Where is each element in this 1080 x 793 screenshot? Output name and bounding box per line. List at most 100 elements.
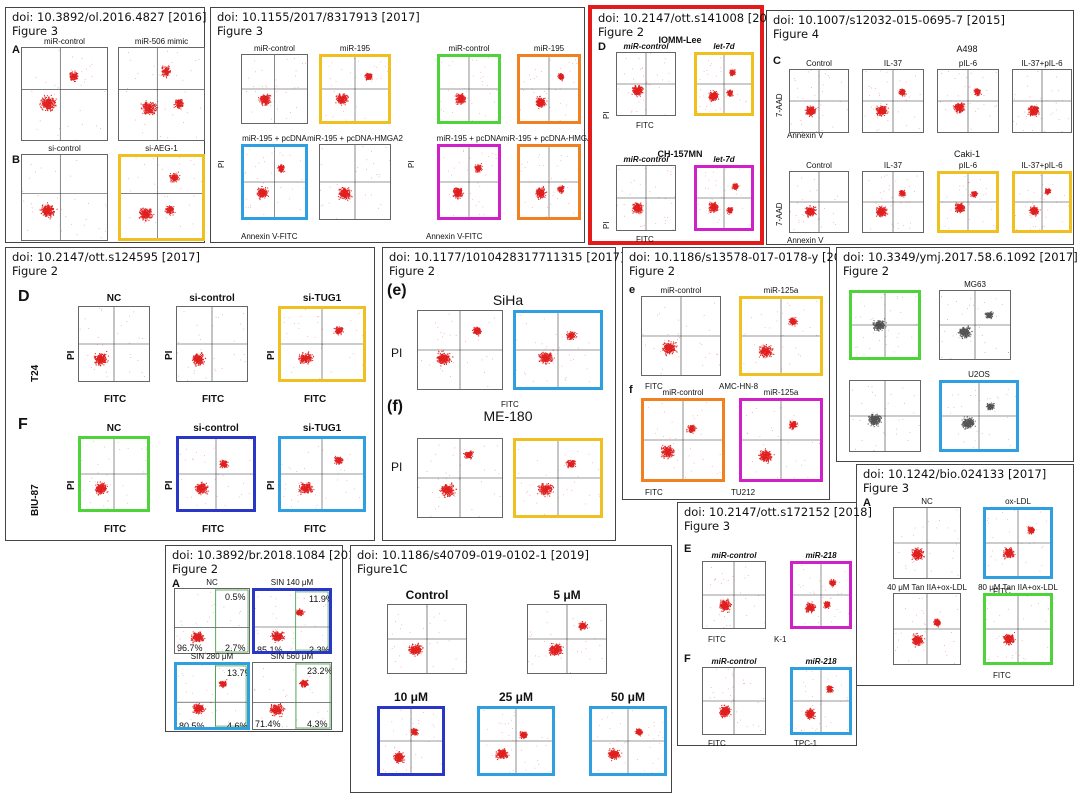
plot-title: miR-218 xyxy=(805,657,836,666)
scatter-svg xyxy=(22,48,107,140)
plot-title: miR-control xyxy=(449,44,490,53)
scatter-points xyxy=(81,440,147,509)
plot-title: miR-195 + pcDNA-HMGA2 xyxy=(501,134,597,143)
figure-panel-p1: doi: 10.3892/ol.2016.4827 [2016] Figure 3… xyxy=(5,7,206,243)
subfigure-letter: F xyxy=(684,653,691,665)
axis-label: Caki-1 xyxy=(954,149,980,159)
scatter-points xyxy=(126,50,201,139)
doi-label: doi: 10.3892/br.2018.1084 [2018] xyxy=(172,548,367,562)
scatter-svg xyxy=(244,147,305,217)
figure-label: Figure1C xyxy=(357,562,407,576)
scatter-points xyxy=(483,710,552,773)
plot-title: pIL-6 xyxy=(959,59,977,68)
axis-label: Annexin V-FITC xyxy=(426,232,482,241)
flow-cytometry-plot xyxy=(939,380,1019,452)
figure-panel-p9: doi: 10.1242/bio.024133 [2017] Figure 3 A F… xyxy=(856,464,1074,686)
scatter-points xyxy=(79,307,145,378)
scatter-points xyxy=(177,665,245,727)
scatter-points xyxy=(706,566,765,628)
flow-cytometry-plot xyxy=(616,165,676,231)
figure-panel-p3: doi: 10.2147/ott.s141008 [2017] Figure 2 D… xyxy=(588,5,786,245)
plot-title: pIL-6 xyxy=(959,161,977,170)
axis-label: FITC xyxy=(501,400,519,409)
scatter-points xyxy=(617,167,675,230)
scatter-points xyxy=(868,174,918,230)
scatter-points xyxy=(895,595,958,664)
quadrant-percentage: 96.7% xyxy=(177,643,203,653)
scatter-points xyxy=(798,565,849,625)
axis-label: Annexin V xyxy=(787,236,823,245)
figure-label: Figure 3 xyxy=(217,24,263,38)
axis-label-y: PI xyxy=(602,111,611,119)
scatter-points xyxy=(255,595,326,650)
subfigure-letter: D xyxy=(598,41,606,53)
axis-label: K-1 xyxy=(774,635,786,644)
flow-cytometry-plot xyxy=(937,69,999,133)
scatter-svg xyxy=(940,291,1010,359)
scatter-svg xyxy=(986,596,1050,662)
scatter-svg xyxy=(175,589,249,653)
flow-cytometry-plot xyxy=(939,290,1011,360)
scatter-points xyxy=(697,168,751,226)
axis-label-y: T24 xyxy=(30,365,41,382)
quadrant-percentage: 71.4% xyxy=(255,719,281,729)
scatter-svg xyxy=(179,439,253,509)
scatter-points xyxy=(852,386,920,451)
plot-title: miR-control xyxy=(712,657,757,666)
scatter-svg xyxy=(388,605,466,673)
flow-cytometry-plot xyxy=(937,171,999,233)
scatter-svg xyxy=(940,174,996,230)
plot-title: NC xyxy=(107,423,121,434)
flow-cytometry-plot xyxy=(78,306,150,382)
plot-title: let-7d xyxy=(713,155,734,164)
plot-title: si-TUG1 xyxy=(303,293,341,304)
plot-title: miR-195 + pcDNA xyxy=(242,134,307,143)
flow-cytometry-plot xyxy=(893,593,961,665)
quadrant-percentage: 85.1% xyxy=(257,645,283,651)
scatter-svg xyxy=(617,166,675,230)
subfigure-letter: B xyxy=(12,154,20,166)
scatter-svg xyxy=(986,510,1050,576)
plot-title: Control xyxy=(806,161,832,170)
scatter-svg xyxy=(703,668,765,734)
scatter-points xyxy=(421,313,495,387)
flow-cytometry-plot xyxy=(241,144,308,220)
scatter-points xyxy=(947,388,1016,449)
scatter-points xyxy=(745,407,820,479)
flow-cytometry-plot xyxy=(616,52,676,116)
figure-label: Figure 2 xyxy=(12,264,58,278)
axis-label-y: PI xyxy=(164,351,175,360)
figure-panel-p10: doi: 10.2147/ott.s172152 [2018] Figure 3 E… xyxy=(677,502,872,748)
flow-cytometry-plot xyxy=(319,144,391,220)
flow-cytometry-plot xyxy=(862,171,924,233)
plot-title: miR-125a xyxy=(764,286,799,295)
plot-title: IL-37 xyxy=(884,59,902,68)
axis-label: ME-180 xyxy=(483,408,532,424)
axis-label-y: 7-AAD xyxy=(775,202,784,226)
plot-title: miR-control xyxy=(661,286,702,295)
quadrant-percentage: 2.3% xyxy=(309,645,329,651)
scatter-points xyxy=(942,176,996,230)
plot-title: SIN 140 μM xyxy=(271,578,313,587)
axis-label-y: PI xyxy=(66,351,77,360)
plot-title: si-control xyxy=(189,293,235,304)
doi-label: doi: 10.3349/ymj.2017.58.6.1092 [2017] xyxy=(843,250,1078,264)
flow-cytometry-plot xyxy=(527,604,607,674)
scatter-points xyxy=(940,71,997,130)
figure-panel-p8: doi: 10.3349/ymj.2017.58.6.1092 [2017] Fi… xyxy=(836,247,1078,462)
flow-cytometry-plot xyxy=(790,561,852,629)
flow-cytometry-plot xyxy=(319,54,391,124)
scatter-svg xyxy=(119,48,204,140)
axis-label: Annexin V xyxy=(787,131,823,140)
flow-cytometry-plot xyxy=(377,706,445,776)
axis-label-y: PI xyxy=(266,351,277,360)
figure-panel-p2: doi: 10.1155/2017/8317913 [2017] Figure 3… xyxy=(210,7,597,243)
quadrant-percentage: 13.7% xyxy=(227,668,247,678)
figure-label: Figure 3 xyxy=(684,519,730,533)
scatter-points xyxy=(244,148,305,215)
scatter-svg xyxy=(380,709,442,773)
axis-label: FITC xyxy=(104,524,126,535)
scatter-points xyxy=(440,57,497,121)
scatter-svg xyxy=(894,594,960,664)
scatter-points xyxy=(697,57,751,113)
